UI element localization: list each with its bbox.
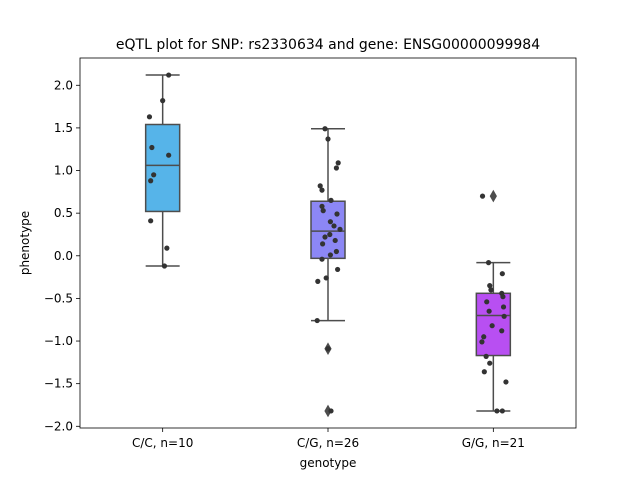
data-point <box>500 294 506 300</box>
data-point <box>335 160 341 166</box>
data-point <box>319 187 325 193</box>
outlier-marker <box>489 189 497 203</box>
data-point <box>483 353 489 359</box>
data-point <box>503 379 509 385</box>
data-point <box>327 219 333 225</box>
box-group <box>475 189 512 414</box>
data-point <box>325 346 331 352</box>
data-point <box>327 231 333 238</box>
data-point <box>333 248 339 255</box>
x-tick-label: C/G, n=26 <box>297 436 359 450</box>
box-group <box>144 72 181 269</box>
data-point <box>494 408 500 414</box>
y-tick-label: 0.5 <box>54 206 73 220</box>
data-point <box>328 197 334 203</box>
box-iqr <box>144 123 181 213</box>
data-point <box>499 408 505 414</box>
data-point <box>146 114 153 120</box>
data-point <box>337 226 343 232</box>
data-point <box>320 241 326 247</box>
chart-title: eQTL plot for SNP: rs2330634 and gene: E… <box>116 37 540 53</box>
y-tick-label: 0.0 <box>54 249 73 263</box>
data-point <box>320 208 326 214</box>
data-point <box>485 260 492 266</box>
x-axis-label: genotype <box>300 456 357 470</box>
data-point <box>323 275 329 281</box>
y-tick-label: 2.0 <box>54 78 73 92</box>
y-tick-label: −2.0 <box>44 419 73 433</box>
data-point <box>484 299 490 305</box>
data-point <box>335 266 341 273</box>
data-point <box>486 308 492 314</box>
data-point <box>479 193 486 199</box>
data-point <box>479 339 485 345</box>
data-point <box>334 211 340 217</box>
data-point <box>481 369 487 375</box>
data-point <box>501 313 507 319</box>
data-point <box>148 218 154 224</box>
data-point <box>151 172 157 178</box>
box-group <box>310 126 346 418</box>
y-tick-label: 1.0 <box>54 164 73 178</box>
y-tick-label: −1.5 <box>44 377 73 391</box>
data-point <box>166 72 172 78</box>
y-tick-label: −0.5 <box>44 291 73 305</box>
data-point <box>489 323 495 329</box>
data-point <box>319 256 325 262</box>
axis-layer: −2.0 −1.5 −1.0 −0.5 0.0 0.5 1.0 1.5 2.0 C/C, n=10… <box>44 78 525 450</box>
data-point <box>328 408 334 414</box>
data-point <box>322 234 328 240</box>
x-tick-label: C/C, n=10 <box>132 436 193 450</box>
x-tick-label: G/G, n=21 <box>462 436 525 450</box>
data-point <box>499 328 505 334</box>
data-point <box>331 223 337 229</box>
data-point <box>333 165 339 171</box>
y-axis-label: phenotype <box>18 211 32 275</box>
data-point <box>148 178 154 184</box>
data-point <box>500 304 507 310</box>
data-point <box>319 203 325 209</box>
data-point <box>164 245 170 251</box>
data-point <box>149 144 155 151</box>
data-point <box>499 271 505 277</box>
data-point <box>488 287 494 293</box>
data-point <box>315 278 321 284</box>
data-point <box>325 136 331 142</box>
data-point <box>487 360 493 366</box>
data-point <box>317 183 323 189</box>
data-point <box>481 334 487 340</box>
data-point <box>487 283 493 289</box>
data-point <box>327 252 333 258</box>
data-point <box>332 237 338 244</box>
data-point <box>161 263 168 269</box>
data-point <box>314 317 320 324</box>
data-point <box>166 152 172 158</box>
plot-layer <box>144 72 512 418</box>
y-tick-label: −1.0 <box>44 334 73 348</box>
y-tick-label: 1.5 <box>54 121 73 135</box>
data-point <box>322 126 328 132</box>
data-point <box>160 98 166 104</box>
